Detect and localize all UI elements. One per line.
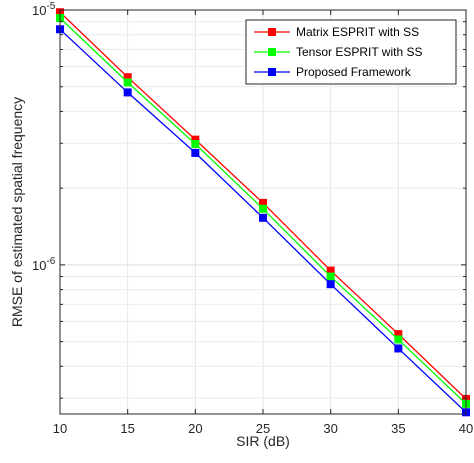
data-point-marker [326, 266, 335, 275]
data-point-marker [394, 344, 403, 353]
legend-label: Matrix ESPRIT with SS [296, 25, 419, 39]
x-tick-label: 35 [391, 421, 405, 436]
data-point-marker [394, 335, 403, 344]
data-point-marker [123, 73, 132, 82]
data-point-marker [191, 135, 200, 144]
data-point-marker [191, 140, 200, 149]
x-tick-label: 15 [120, 421, 134, 436]
data-point-marker [326, 280, 335, 289]
legend-marker [268, 68, 276, 76]
y-axis-label: RMSE of estimated spatial frequency [9, 97, 25, 327]
legend-label: Tensor ESPRIT with SS [296, 45, 423, 59]
x-tick-label: 40 [459, 421, 473, 436]
x-axis-label: SIR (dB) [236, 433, 290, 449]
legend: Matrix ESPRIT with SS Tensor ESPRIT with … [245, 19, 457, 85]
y-tick-label: 10-6 [32, 256, 56, 273]
data-point-marker [191, 148, 200, 157]
data-point-marker [259, 213, 267, 222]
axes-group [59, 9, 467, 415]
x-tick-label: 30 [323, 421, 337, 436]
legend-label: Proposed Framework [296, 65, 412, 79]
data-point-marker [259, 204, 267, 213]
x-tick-label: 10 [53, 421, 67, 436]
data-point-marker [326, 272, 335, 281]
data-point-marker [394, 330, 403, 339]
data-point-marker [259, 198, 267, 207]
legend-marker [268, 28, 276, 36]
y-tick-labels: 10-6 10-5 [32, 1, 56, 273]
y-tick-label: 10-5 [32, 1, 56, 18]
x-tick-label: 25 [256, 421, 270, 436]
x-tick-labels: 10 15 20 25 30 35 40 [53, 421, 473, 436]
data-point-marker [123, 78, 132, 87]
data-point-marker [123, 88, 132, 97]
x-tick-label: 20 [188, 421, 202, 436]
legend-marker [268, 48, 276, 56]
